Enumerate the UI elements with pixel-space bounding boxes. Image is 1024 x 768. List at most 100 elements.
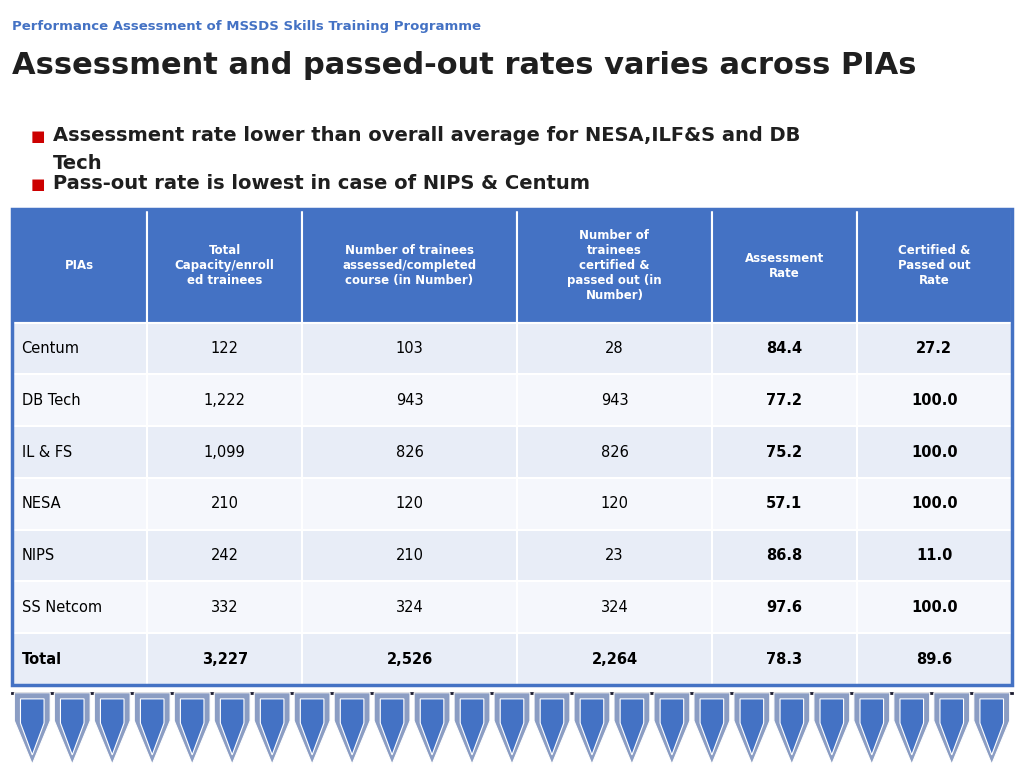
Bar bbox=[302, 478, 517, 530]
Polygon shape bbox=[974, 693, 1010, 764]
Text: 89.6: 89.6 bbox=[916, 652, 952, 667]
Polygon shape bbox=[220, 699, 244, 755]
Bar bbox=[12, 426, 147, 478]
Text: 1,099: 1,099 bbox=[204, 445, 246, 459]
Bar bbox=[302, 634, 517, 685]
Polygon shape bbox=[334, 693, 370, 764]
Text: Certified &
Passed out
Rate: Certified & Passed out Rate bbox=[898, 244, 971, 287]
Polygon shape bbox=[214, 693, 250, 764]
Text: Assessment rate lower than overall average for NESA,ILF&S and DB: Assessment rate lower than overall avera… bbox=[53, 126, 801, 145]
Text: 826: 826 bbox=[395, 445, 424, 459]
Bar bbox=[147, 478, 302, 530]
Bar bbox=[857, 634, 1012, 685]
Text: 324: 324 bbox=[600, 600, 629, 615]
Bar bbox=[517, 374, 712, 426]
Polygon shape bbox=[180, 699, 204, 755]
Bar bbox=[302, 530, 517, 581]
Text: 242: 242 bbox=[211, 548, 239, 563]
Text: 97.6: 97.6 bbox=[766, 600, 803, 615]
Bar bbox=[857, 209, 1012, 323]
Text: DB Tech: DB Tech bbox=[22, 392, 80, 408]
Bar bbox=[712, 426, 857, 478]
Polygon shape bbox=[134, 693, 170, 764]
Text: Number of
trainees
certified &
passed out (in
Number): Number of trainees certified & passed ou… bbox=[567, 229, 662, 303]
Polygon shape bbox=[100, 699, 124, 755]
Text: Tech: Tech bbox=[53, 154, 102, 173]
Text: 84.4: 84.4 bbox=[766, 341, 803, 356]
Polygon shape bbox=[734, 693, 770, 764]
Bar bbox=[147, 581, 302, 634]
Polygon shape bbox=[654, 693, 690, 764]
Polygon shape bbox=[14, 693, 50, 764]
Bar bbox=[517, 581, 712, 634]
Bar bbox=[12, 323, 147, 374]
Bar bbox=[857, 581, 1012, 634]
Bar bbox=[147, 323, 302, 374]
Text: 77.2: 77.2 bbox=[766, 392, 803, 408]
Text: Pass-out rate is lowest in case of NIPS & Centum: Pass-out rate is lowest in case of NIPS … bbox=[53, 174, 590, 194]
Polygon shape bbox=[535, 693, 570, 764]
Text: 2,264: 2,264 bbox=[592, 652, 638, 667]
Text: 78.3: 78.3 bbox=[766, 652, 803, 667]
Text: Number of trainees
assessed/completed
course (in Number): Number of trainees assessed/completed co… bbox=[342, 244, 476, 287]
Polygon shape bbox=[940, 699, 964, 755]
Text: Assessment
Rate: Assessment Rate bbox=[744, 252, 824, 280]
Bar bbox=[147, 530, 302, 581]
Text: 100.0: 100.0 bbox=[911, 600, 957, 615]
Bar bbox=[857, 426, 1012, 478]
Bar bbox=[12, 209, 147, 323]
Bar bbox=[12, 478, 147, 530]
Polygon shape bbox=[454, 693, 489, 764]
Bar bbox=[12, 634, 147, 685]
Polygon shape bbox=[854, 693, 890, 764]
Polygon shape bbox=[541, 699, 564, 755]
Text: ■: ■ bbox=[31, 129, 45, 144]
Polygon shape bbox=[660, 699, 684, 755]
Text: ■: ■ bbox=[31, 177, 45, 193]
Bar bbox=[12, 374, 147, 426]
Text: 943: 943 bbox=[395, 392, 423, 408]
Bar bbox=[12, 581, 147, 634]
Text: NIPS: NIPS bbox=[22, 548, 54, 563]
Polygon shape bbox=[294, 693, 330, 764]
Bar bbox=[147, 634, 302, 685]
Bar bbox=[712, 581, 857, 634]
Bar bbox=[712, 634, 857, 685]
Polygon shape bbox=[980, 699, 1004, 755]
Polygon shape bbox=[94, 693, 130, 764]
Polygon shape bbox=[581, 699, 604, 755]
Polygon shape bbox=[814, 693, 850, 764]
Polygon shape bbox=[60, 699, 84, 755]
Polygon shape bbox=[54, 693, 90, 764]
Text: 86.8: 86.8 bbox=[766, 548, 803, 563]
Text: 210: 210 bbox=[395, 548, 424, 563]
Polygon shape bbox=[900, 699, 924, 755]
Bar bbox=[302, 374, 517, 426]
Polygon shape bbox=[420, 699, 443, 755]
Polygon shape bbox=[20, 699, 44, 755]
Polygon shape bbox=[574, 693, 610, 764]
Text: 100.0: 100.0 bbox=[911, 445, 957, 459]
Text: 103: 103 bbox=[395, 341, 424, 356]
Bar bbox=[147, 374, 302, 426]
Bar bbox=[857, 478, 1012, 530]
Polygon shape bbox=[894, 693, 930, 764]
Text: 1,222: 1,222 bbox=[204, 392, 246, 408]
Bar bbox=[147, 209, 302, 323]
Bar bbox=[857, 323, 1012, 374]
Text: Assessment and passed-out rates varies across PIAs: Assessment and passed-out rates varies a… bbox=[12, 51, 916, 81]
Bar bbox=[302, 426, 517, 478]
Polygon shape bbox=[621, 699, 644, 755]
Text: Centum: Centum bbox=[22, 341, 80, 356]
Bar bbox=[712, 323, 857, 374]
Bar bbox=[302, 581, 517, 634]
Bar bbox=[302, 209, 517, 323]
Text: 28: 28 bbox=[605, 341, 624, 356]
Text: Performance Assessment of MSSDS Skills Training Programme: Performance Assessment of MSSDS Skills T… bbox=[12, 20, 481, 33]
Bar bbox=[517, 323, 712, 374]
Text: PIAs: PIAs bbox=[66, 260, 94, 272]
Polygon shape bbox=[174, 693, 210, 764]
Bar bbox=[712, 478, 857, 530]
Text: SS Netcom: SS Netcom bbox=[22, 600, 101, 615]
Polygon shape bbox=[374, 693, 410, 764]
